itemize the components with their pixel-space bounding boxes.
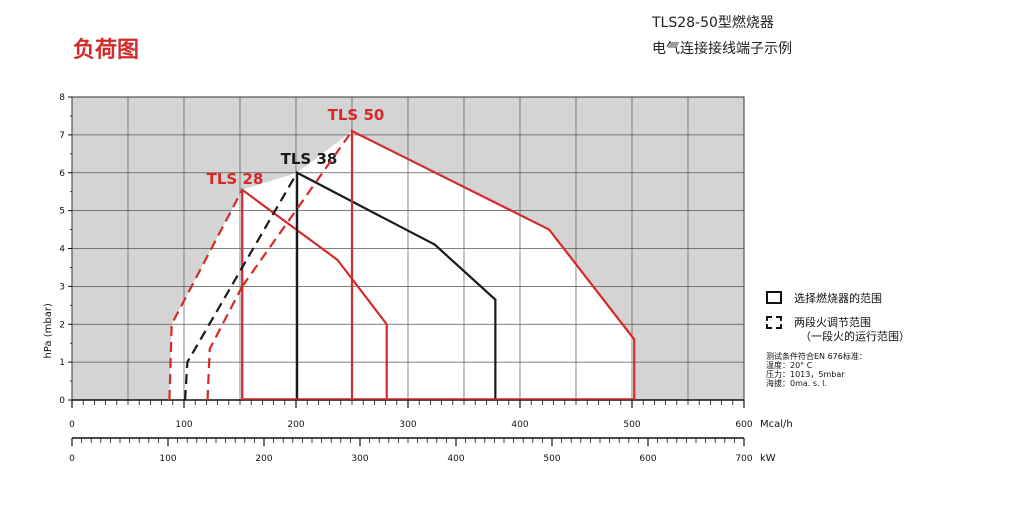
y-tick-label: 1 [59,358,65,368]
x-tick-label-kw: 500 [543,454,560,464]
tls-50-label: TLS 50 [328,106,385,124]
y-tick-label: 6 [59,169,65,179]
test-conditions: 测试条件符合EN 676标准： 温度：20° C 压力：1013，5mbar 海… [766,352,867,388]
x-tick-label-mcal: 100 [175,420,192,430]
legend-dashed-swatch [766,316,782,329]
tls-38-label: TLS 38 [281,150,338,168]
legend-dashed-sublabel: （一段火的运行范围） [800,330,910,343]
cond-line-3: 压力：1013，5mbar [766,370,845,379]
x-tick-label-mcal: 200 [287,420,304,430]
x-tick-label-mcal: 300 [399,420,416,430]
x-tick-label-mcal: 500 [623,420,640,430]
legend-solid-swatch [766,291,782,304]
tls-38-two-stage-line [184,172,299,401]
y-tick-label: 0 [59,396,65,406]
x-tick-label-kw: 300 [351,454,368,464]
y-tick-label: 7 [59,131,65,141]
legend-dashed-label: 两段火调节范围 [794,316,871,329]
cond-line-2: 温度：20° C [766,361,813,370]
page-title: 负荷图 [73,38,140,63]
tls-38-range-line [296,170,497,400]
subtitle-heading: 电气连接接线端子示例 [652,41,792,57]
y-tick-label: 4 [59,245,65,255]
x-tick-label-kw: 0 [69,454,75,464]
y-tick-label: 5 [59,207,65,217]
y-tick-label: 3 [59,282,65,292]
cond-line-1: 测试条件符合EN 676标准： [766,352,867,361]
x-tick-label-kw: 200 [255,454,272,464]
tls-28-range-line [241,187,388,400]
x-tick-label-mcal: 600 [735,420,752,430]
tls-28-label: TLS 28 [207,170,264,188]
x-tick-label-kw: 700 [735,454,752,464]
x-tick-label-mcal: 0 [69,420,75,430]
x-tick-label-mcal: 400 [511,420,528,430]
legend-solid-label: 选择燃烧器的范围 [794,292,882,305]
x-tick-label-kw: 100 [159,454,176,464]
cond-line-4: 海拔：0ma. s. l. [766,379,827,388]
working-range-fill [169,131,635,400]
tls-28-two-stage-line [168,189,244,401]
y-axis-label: hPa (mbar) [43,303,54,358]
tls-28-two-stage-inner-line [206,285,244,401]
x-tick-label-kw: 400 [447,454,464,464]
y-tick-label: 8 [59,93,65,103]
x-unit-mcal: Mcal/h [760,419,793,430]
model-heading: TLS28-50型燃烧器 [652,15,774,31]
x-unit-kw: kW [760,453,776,464]
x-tick-label-kw: 600 [639,454,656,464]
tls-50-range-line [350,129,636,400]
y-tick-label: 2 [59,320,65,330]
